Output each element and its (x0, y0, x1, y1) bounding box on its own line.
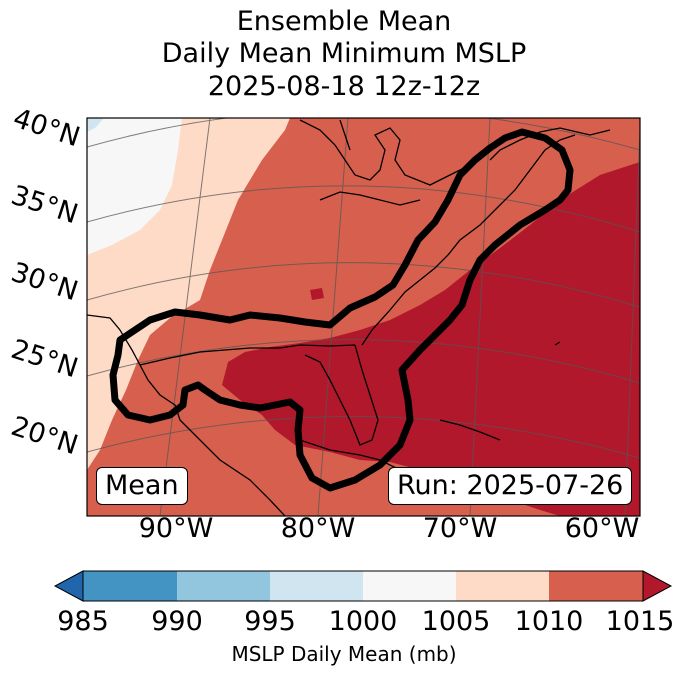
colorbar-tick-1005: 1005 (421, 606, 491, 637)
pressure-field-below-1000 (87, 118, 104, 132)
run-date-box: Run: 2025-07-26 (388, 467, 633, 505)
title-line-2: Daily Mean Minimum MSLP (161, 38, 527, 69)
colorbar-bin-1005-1010 (456, 571, 549, 601)
colorbar-frame (82, 570, 644, 602)
colorbar-label: MSLP Daily Mean (mb) (231, 642, 457, 666)
colorbar-extend-high (642, 570, 673, 602)
colorbar-extend-low (53, 570, 84, 602)
colorbar-bin-1010-1015 (549, 571, 643, 601)
lon-label-60w: 60°W (564, 513, 640, 544)
colorbar-bin-995-1000 (270, 571, 363, 601)
colorbar-bin-1000-1005 (363, 571, 456, 601)
lon-label-70w: 70°W (422, 513, 498, 544)
colorbar-tick-1000: 1000 (328, 606, 398, 637)
colorbar-tick-990: 990 (151, 606, 203, 637)
ensemble-contour (109, 128, 574, 492)
colorbar-bin-985-990 (83, 571, 177, 601)
pressure-field-1000-1005 (87, 118, 182, 255)
graticule (87, 118, 640, 516)
lon-label-90w: 90°W (138, 513, 214, 544)
colorbar-tick-995: 995 (244, 606, 296, 637)
colorbar-tick-1010: 1010 (514, 606, 584, 637)
colorbar-bin-990-995 (177, 571, 270, 601)
colorbar-tick-985: 985 (57, 606, 109, 637)
title-line-1: Ensemble Mean (236, 6, 452, 37)
mean-label-box: Mean (96, 467, 188, 505)
lon-label-80w: 80°W (280, 513, 356, 544)
colorbar-tick-1015: 1015 (605, 606, 675, 637)
title-line-3: 2025-08-18 12z-12z (207, 71, 481, 102)
coastlines (87, 119, 611, 516)
pressure-field-above-1015-patch (310, 288, 324, 300)
map-border (86, 117, 641, 517)
